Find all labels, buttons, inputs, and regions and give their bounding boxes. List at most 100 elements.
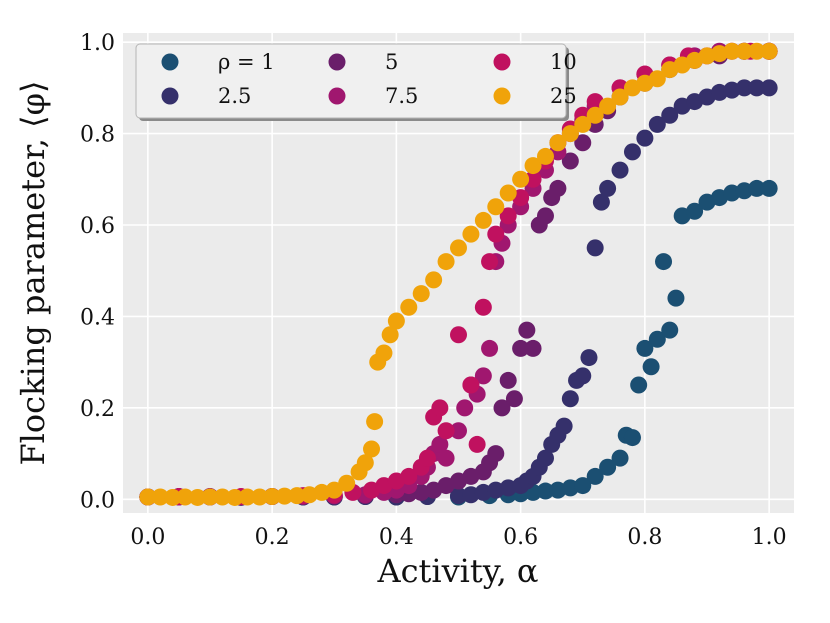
data-point [176,488,194,506]
legend-marker [161,87,179,105]
data-point [474,367,492,385]
data-point [592,193,610,211]
data-point [524,170,542,188]
data-point [648,115,666,133]
data-point [363,440,381,458]
data-point [630,376,648,394]
data-point [412,285,430,303]
data-point [151,488,169,506]
data-point [574,367,592,385]
data-point [735,42,753,60]
data-point [586,106,604,124]
data-point [580,349,598,367]
y-tick-label: 1.0 [80,31,115,56]
data-point [381,326,399,344]
data-point [760,79,778,97]
legend-marker [161,53,179,71]
data-point [536,449,554,467]
data-point [611,88,629,106]
data-point [493,399,511,417]
x-tick-label: 0.6 [503,525,538,550]
y-tick-label: 0.8 [80,123,115,148]
data-point [549,179,567,197]
data-point [636,339,654,357]
y-tick-label: 0.6 [80,214,115,239]
data-point [599,458,617,476]
data-point [760,179,778,197]
data-point [487,198,505,216]
data-point [487,445,505,463]
data-point [437,422,455,440]
x-tick-label: 0.2 [255,525,290,550]
legend-marker [493,53,511,71]
legend-label: 25 [550,84,577,108]
data-point [499,207,517,225]
data-point [263,488,281,506]
data-point [431,399,449,417]
data-point [723,42,741,60]
data-point [555,417,573,435]
legend-label: 5 [385,50,398,74]
data-point [512,339,530,357]
data-point [189,488,207,506]
data-point [450,239,467,257]
data-point [642,358,660,376]
data-point [586,239,604,257]
data-point [623,143,641,161]
data-point [574,115,592,133]
data-point [431,435,449,453]
data-point [686,202,704,220]
legend-label: 10 [550,50,577,74]
data-point [164,488,182,506]
x-tick-label: 0.8 [627,525,662,550]
data-point [599,179,617,197]
data-point [213,488,231,506]
series-6 [139,42,778,506]
data-point [462,225,480,243]
data-point [735,79,753,97]
data-point [499,184,517,202]
data-point [648,70,666,88]
data-point [450,487,467,505]
data-point [139,488,157,506]
x-axis-label: Activity, α [376,552,538,590]
data-point [481,339,499,357]
data-point [238,488,256,506]
data-point [760,42,778,60]
data-point [655,253,673,271]
data-point [456,399,474,417]
data-points [139,42,778,506]
x-tick-label: 0.0 [130,525,165,550]
data-point [561,152,579,170]
x-tick-label: 1.0 [752,525,787,550]
y-tick-label: 0.2 [80,397,115,422]
legend-marker [328,53,346,71]
data-point [400,467,418,485]
data-point [437,253,455,271]
data-point [425,271,443,289]
data-point [586,467,604,485]
data-point [387,312,405,330]
y-tick-label: 0.4 [80,305,115,330]
data-point [474,298,492,316]
data-point [474,211,492,229]
data-point [505,390,523,408]
legend-label: ρ = 1 [218,50,275,74]
data-point [481,253,499,271]
data-point [648,330,666,348]
data-point [338,474,356,492]
data-point [468,435,486,453]
data-point [518,321,536,339]
legend: ρ = 1 2.5 5 7.5 10 25 [135,43,577,121]
data-point [536,482,554,500]
data-point [524,157,542,175]
data-point [661,106,679,124]
data-point [549,134,567,152]
x-tick-labels: 0.0 0.2 0.4 0.6 0.8 1.0 [130,525,786,550]
data-point [201,488,219,506]
data-point [325,481,343,499]
data-point [561,390,579,408]
data-point [574,134,592,152]
data-point [226,488,244,506]
